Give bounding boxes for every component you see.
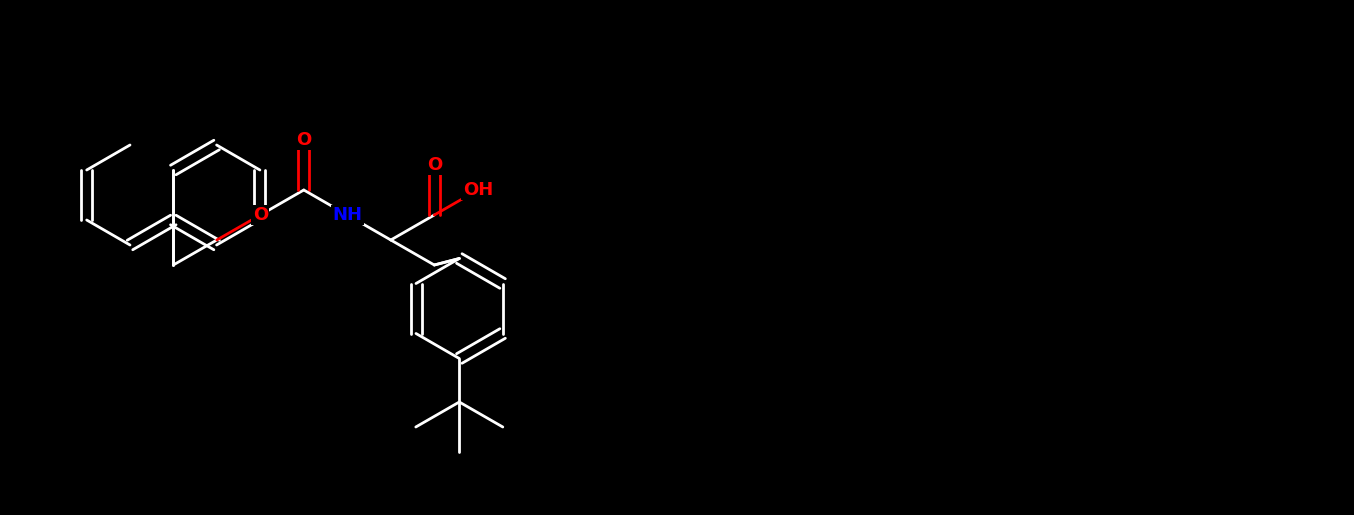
Text: O: O <box>253 206 268 224</box>
Text: OH: OH <box>463 181 493 199</box>
Text: O: O <box>427 156 441 174</box>
Text: NH: NH <box>332 206 363 224</box>
Text: O: O <box>297 131 311 149</box>
